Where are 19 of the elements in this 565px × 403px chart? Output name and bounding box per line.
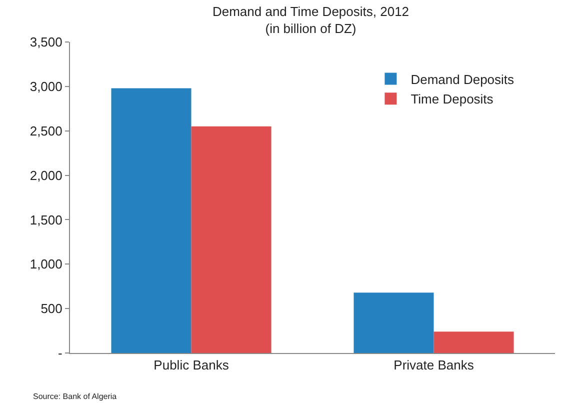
x-tick-label: Public Banks xyxy=(154,358,230,373)
y-tick-label: 3,000 xyxy=(30,78,62,94)
y-tick-label: 1,500 xyxy=(30,212,62,228)
source-note: Source: Bank of Algeria xyxy=(33,392,118,401)
legend-label: Demand Deposits xyxy=(410,72,515,87)
y-tick-label: 2,000 xyxy=(30,168,62,183)
y-tick-label: 1,000 xyxy=(30,256,62,272)
y-tick-label: 2,500 xyxy=(30,123,62,138)
x-tick-label: Private Banks xyxy=(394,358,474,373)
y-tick-label: - xyxy=(58,346,62,361)
y-tick-label: 500 xyxy=(40,301,62,316)
chart-subtitle: (in billion of DZ) xyxy=(265,21,356,36)
bar xyxy=(354,292,434,353)
bar xyxy=(191,126,272,353)
y-tick-label: 3,500 xyxy=(30,34,62,50)
bar xyxy=(111,88,192,353)
chart-title: Demand and Time Deposits, 2012 xyxy=(212,4,410,20)
bar xyxy=(434,332,514,353)
legend-label: Time Deposits xyxy=(410,92,494,107)
